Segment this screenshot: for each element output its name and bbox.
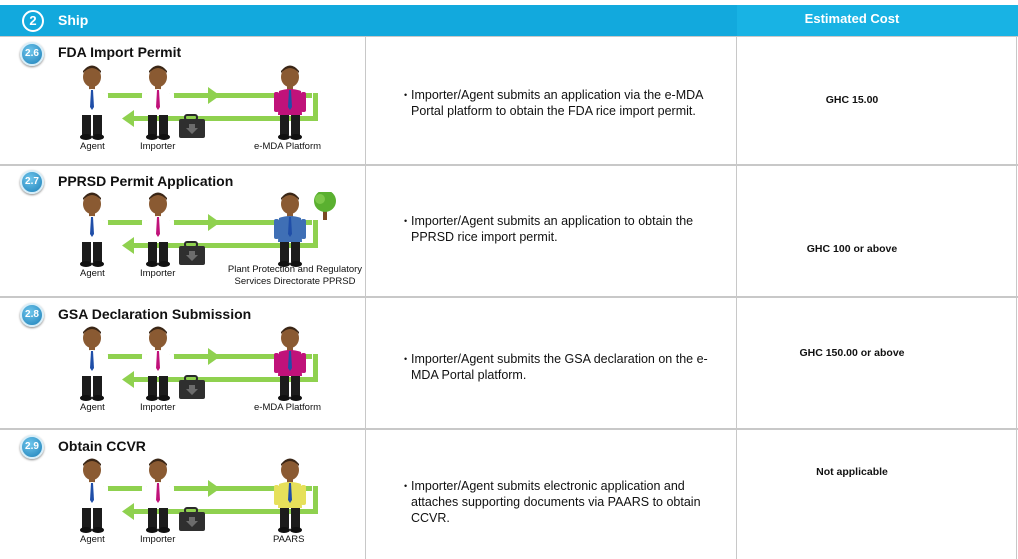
briefcase-icon bbox=[179, 114, 205, 138]
arrow-head-icon bbox=[122, 237, 134, 254]
phase-title: Ship bbox=[58, 12, 89, 28]
arrow-head-icon bbox=[122, 371, 134, 388]
figure-label: Agent bbox=[80, 141, 105, 152]
step-title: Obtain CCVR bbox=[58, 438, 146, 454]
figure-label: Agent bbox=[80, 268, 105, 279]
tree-icon bbox=[314, 190, 336, 220]
authority-figure bbox=[274, 65, 306, 140]
process-illustration: Agent Importer Plant Protection and Regula… bbox=[70, 190, 370, 292]
arrow-head-icon bbox=[208, 87, 220, 104]
step-row-2-6: 2.6 FDA Import Permit Agent Importer e-MDA… bbox=[0, 37, 1018, 164]
arrow-head-icon bbox=[208, 214, 220, 231]
phase-number-badge: 2 bbox=[22, 10, 44, 32]
figure-label: Importer bbox=[140, 534, 176, 545]
figure-label: e-MDA Platform bbox=[254, 402, 322, 413]
illustration-canvas bbox=[76, 326, 318, 401]
figure-label: Agent bbox=[80, 534, 105, 545]
agent-figure bbox=[76, 458, 108, 533]
header-phase-cell bbox=[0, 5, 737, 36]
return-arrow bbox=[132, 509, 318, 514]
process-illustration: Agent Importer e-MDA Platform bbox=[70, 65, 370, 165]
step-number-badge: 2.9 bbox=[20, 435, 44, 459]
row-divider bbox=[0, 428, 1018, 430]
return-arrow bbox=[132, 116, 318, 121]
figure-label: Agent bbox=[80, 402, 105, 413]
figure-label: Importer bbox=[140, 268, 176, 279]
briefcase-icon bbox=[179, 241, 205, 265]
step-row-2-7: 2.7 PPRSD Permit Application Agent Import… bbox=[0, 166, 1018, 296]
step-row-2-8: 2.8 GSA Declaration Submission Agent Impo… bbox=[0, 298, 1018, 428]
step-description-text: Importer/Agent submits an application vi… bbox=[411, 88, 703, 118]
bullet-icon: • bbox=[404, 90, 408, 100]
step-cost: GHC 100 or above bbox=[806, 243, 898, 255]
row-divider bbox=[0, 36, 1018, 37]
row-divider bbox=[0, 296, 1018, 298]
bullet-icon: • bbox=[404, 216, 408, 226]
illustration-canvas bbox=[76, 458, 318, 533]
authority-figure bbox=[274, 192, 306, 267]
bullet-icon: • bbox=[404, 354, 408, 364]
return-connector bbox=[313, 354, 318, 382]
importer-figure bbox=[142, 192, 174, 267]
agent-figure bbox=[76, 65, 108, 140]
illustration-canvas bbox=[76, 190, 336, 267]
step-description-text: Importer/Agent submits electronic applic… bbox=[411, 479, 701, 525]
figure-label: Importer bbox=[140, 141, 176, 152]
forward-arrow bbox=[102, 93, 312, 98]
forward-arrow bbox=[102, 220, 312, 225]
figure-label: PAARS bbox=[273, 534, 305, 545]
figure-label: e-MDA Platform bbox=[254, 141, 322, 152]
briefcase-icon bbox=[179, 507, 205, 531]
step-number-badge: 2.8 bbox=[20, 303, 44, 327]
step-cost: GHC 15.00 bbox=[825, 94, 879, 106]
step-cost: Not applicable bbox=[816, 466, 888, 478]
step-description: • Importer/Agent submits an application … bbox=[404, 87, 729, 119]
arrow-head-icon bbox=[208, 480, 220, 497]
figure-label: Importer bbox=[140, 402, 176, 413]
forward-arrow bbox=[102, 486, 312, 491]
figure-label: Plant Protection and Regulatory Services… bbox=[227, 264, 363, 287]
authority-figure bbox=[274, 458, 306, 533]
step-number-badge: 2.6 bbox=[20, 42, 44, 66]
step-number-badge: 2.7 bbox=[20, 170, 44, 194]
agent-figure bbox=[76, 192, 108, 267]
step-description: • Importer/Agent submits electronic appl… bbox=[404, 478, 729, 526]
row-divider bbox=[0, 164, 1018, 166]
arrow-head-icon bbox=[208, 348, 220, 365]
return-connector bbox=[313, 220, 318, 248]
step-description: • Importer/Agent submits the GSA declara… bbox=[404, 351, 729, 383]
return-connector bbox=[313, 93, 318, 121]
step-title: GSA Declaration Submission bbox=[58, 306, 252, 322]
return-arrow bbox=[132, 377, 318, 382]
bullet-icon: • bbox=[404, 481, 408, 491]
return-connector bbox=[313, 486, 318, 514]
illustration-canvas bbox=[76, 65, 318, 140]
process-illustration: Agent Importer e-MDA Platform bbox=[70, 326, 370, 426]
importer-figure bbox=[142, 458, 174, 533]
arrow-head-icon bbox=[122, 110, 134, 127]
process-illustration: Agent Importer PAARS bbox=[70, 458, 370, 558]
authority-figure bbox=[274, 326, 306, 401]
estimated-cost-heading: Estimated Cost bbox=[804, 11, 900, 26]
agent-figure bbox=[76, 326, 108, 401]
arrow-head-icon bbox=[122, 503, 134, 520]
step-cost: GHC 150.00 or above bbox=[799, 347, 905, 359]
step-row-2-9: 2.9 Obtain CCVR Agent Importer PAARS • Imp… bbox=[0, 430, 1018, 559]
step-title: PPRSD Permit Application bbox=[58, 173, 234, 189]
forward-arrow bbox=[102, 354, 312, 359]
step-title: FDA Import Permit bbox=[58, 44, 182, 60]
step-description: • Importer/Agent submits an application … bbox=[404, 213, 729, 245]
briefcase-icon bbox=[179, 375, 205, 399]
header-cost-cell bbox=[737, 5, 1018, 36]
step-description-text: Importer/Agent submits an application to… bbox=[411, 214, 694, 244]
step-description-text: Importer/Agent submits the GSA declarati… bbox=[411, 352, 708, 382]
return-arrow bbox=[132, 243, 318, 248]
importer-figure bbox=[142, 326, 174, 401]
importer-figure bbox=[142, 65, 174, 140]
